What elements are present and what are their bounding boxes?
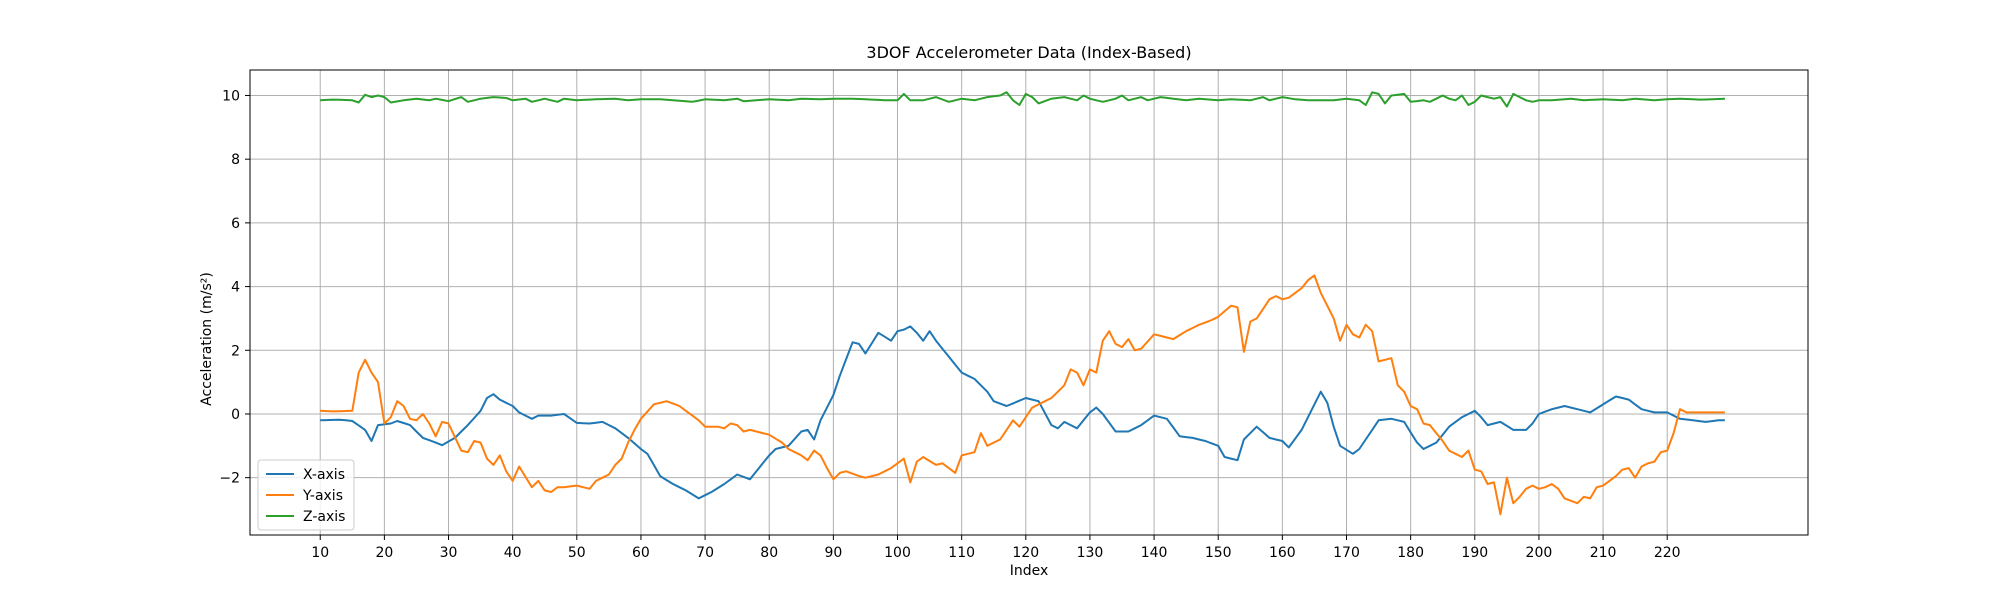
- x-tick-label: 60: [632, 545, 650, 561]
- x-grid-lines: [319, 70, 1668, 535]
- x-tick-label: 170: [1333, 545, 1360, 561]
- y-axis-label: Acceleration (m/s²): [199, 272, 215, 406]
- x-tick-label: 40: [504, 545, 522, 561]
- y-grid-lines: [250, 94, 1808, 479]
- y-tick-label: 8: [231, 152, 240, 168]
- chart-title: 3DOF Accelerometer Data (Index-Based): [866, 43, 1191, 62]
- x-tick-label: 50: [568, 545, 586, 561]
- y-tick-label: 4: [231, 280, 240, 296]
- x-tick-label: 70: [696, 545, 714, 561]
- y-tick-label: −2: [219, 471, 240, 487]
- x-tick-label: 120: [1012, 545, 1039, 561]
- x-axis-label: Index: [1010, 563, 1049, 579]
- x-tick-label: 140: [1141, 545, 1168, 561]
- legend-label-z-axis: Z-axis: [303, 509, 345, 525]
- x-tick-label: 130: [1077, 545, 1104, 561]
- y-axis-ticks: −2 0 2 4 6 8 10: [219, 88, 250, 487]
- x-tick-label: 160: [1269, 545, 1296, 561]
- y-tick-label: 0: [231, 407, 240, 423]
- y-tick-label: 2: [231, 343, 240, 359]
- x-tick-label: 100: [884, 545, 911, 561]
- x-tick-label: 190: [1461, 545, 1488, 561]
- x-tick-label: 90: [824, 545, 842, 561]
- legend-box: [257, 459, 355, 531]
- y-tick-label: 6: [231, 216, 240, 232]
- legend-label-x-axis: X-axis: [303, 467, 345, 483]
- series-layer: [320, 91, 1725, 516]
- series-line-z-axis: [320, 91, 1725, 108]
- legend: X-axis Y-axis Z-axis: [257, 459, 355, 531]
- series-line-x-axis: [320, 325, 1725, 500]
- x-tick-label: 150: [1205, 545, 1232, 561]
- x-tick-label: 10: [311, 545, 329, 561]
- x-tick-label: 110: [948, 545, 975, 561]
- plot-frame: [249, 69, 1809, 536]
- x-tick-label: 20: [375, 545, 393, 561]
- x-tick-label: 30: [440, 545, 458, 561]
- x-axis-ticks: 10 20 30 40 50 60 70 80 90 100 110 120 130 140 150 160 1…: [311, 535, 1681, 561]
- x-tick-label: 200: [1526, 545, 1553, 561]
- legend-label-y-axis: Y-axis: [302, 488, 343, 504]
- x-tick-label: 80: [760, 545, 778, 561]
- y-tick-label: 10: [222, 88, 240, 104]
- series-line-y-axis: [320, 274, 1725, 516]
- x-tick-label: 220: [1654, 545, 1681, 561]
- x-tick-label: 210: [1590, 545, 1617, 561]
- x-tick-label: 180: [1397, 545, 1424, 561]
